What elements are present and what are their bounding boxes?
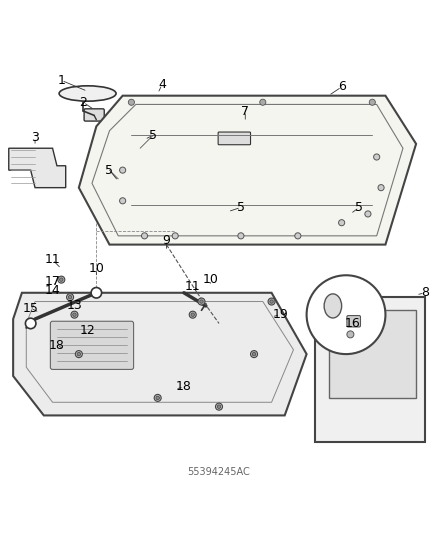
Polygon shape [9, 148, 66, 188]
Text: 7: 7 [241, 104, 249, 117]
Text: 18: 18 [176, 381, 192, 393]
Circle shape [120, 167, 126, 173]
FancyBboxPatch shape [347, 316, 360, 327]
Text: 12: 12 [80, 324, 95, 336]
Circle shape [369, 99, 375, 106]
Text: 14: 14 [45, 284, 60, 297]
Text: 9: 9 [162, 233, 170, 247]
Text: 19: 19 [272, 308, 288, 321]
Text: 10: 10 [88, 262, 104, 275]
Circle shape [200, 300, 203, 303]
Circle shape [128, 99, 134, 106]
Text: 16: 16 [345, 317, 360, 330]
Circle shape [60, 278, 63, 281]
Circle shape [374, 154, 380, 160]
FancyBboxPatch shape [218, 132, 251, 145]
Circle shape [217, 405, 221, 408]
Circle shape [71, 311, 78, 318]
Circle shape [172, 233, 178, 239]
Circle shape [378, 184, 384, 191]
Polygon shape [13, 293, 307, 415]
Circle shape [75, 351, 82, 358]
Text: 55394245AC: 55394245AC [187, 467, 251, 477]
Circle shape [120, 198, 126, 204]
Circle shape [141, 233, 148, 239]
Circle shape [260, 99, 266, 106]
FancyBboxPatch shape [84, 109, 104, 121]
Text: 5: 5 [106, 164, 113, 176]
Circle shape [347, 331, 354, 338]
Polygon shape [79, 96, 416, 245]
Circle shape [77, 352, 81, 356]
Circle shape [191, 313, 194, 317]
Circle shape [67, 294, 74, 301]
Circle shape [58, 276, 65, 283]
Polygon shape [315, 297, 425, 442]
Text: 5: 5 [237, 201, 245, 214]
Circle shape [154, 394, 161, 401]
Circle shape [270, 300, 273, 303]
Text: 15: 15 [23, 302, 39, 314]
Circle shape [68, 295, 72, 299]
Text: 17: 17 [45, 276, 60, 288]
Circle shape [268, 298, 275, 305]
Text: 5: 5 [355, 201, 363, 214]
Circle shape [295, 233, 301, 239]
Polygon shape [328, 310, 416, 398]
Text: 2: 2 [79, 96, 87, 109]
Circle shape [339, 220, 345, 226]
Text: 3: 3 [31, 131, 39, 144]
Circle shape [251, 351, 258, 358]
Circle shape [156, 396, 159, 400]
Text: 11: 11 [185, 280, 201, 293]
Text: 8: 8 [421, 286, 429, 300]
Circle shape [238, 233, 244, 239]
Circle shape [25, 318, 36, 329]
Circle shape [365, 211, 371, 217]
Text: 10: 10 [202, 273, 218, 286]
Text: 18: 18 [49, 339, 65, 352]
Circle shape [73, 313, 76, 317]
Ellipse shape [324, 294, 342, 318]
Text: 5: 5 [149, 128, 157, 142]
Text: 11: 11 [45, 253, 60, 266]
Circle shape [198, 298, 205, 305]
Circle shape [189, 311, 196, 318]
Text: 13: 13 [67, 300, 82, 312]
Circle shape [215, 403, 223, 410]
FancyBboxPatch shape [50, 321, 134, 369]
Circle shape [307, 275, 385, 354]
Text: 4: 4 [158, 78, 166, 91]
Circle shape [91, 287, 102, 298]
Text: 6: 6 [338, 80, 346, 93]
Ellipse shape [59, 86, 116, 101]
Circle shape [252, 352, 256, 356]
Text: 1: 1 [57, 74, 65, 87]
